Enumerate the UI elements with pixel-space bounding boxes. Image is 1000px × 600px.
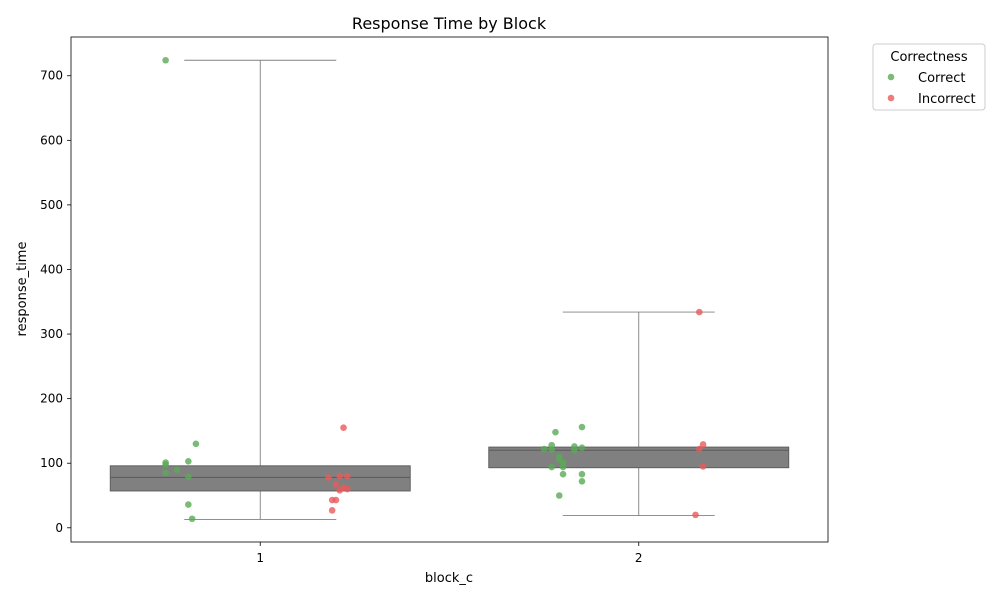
data-point-incorrect — [340, 424, 347, 431]
data-point-correct — [548, 441, 555, 449]
data-point-correct — [548, 446, 555, 453]
data-point-correct — [552, 428, 559, 436]
data-point-correct — [548, 463, 555, 471]
data-point-correct — [559, 459, 567, 466]
data-point-incorrect — [699, 463, 707, 470]
data-point-correct — [578, 470, 586, 478]
legend-marker-incorrect — [887, 94, 895, 102]
y-tick-label: 600 — [40, 133, 63, 147]
chart-title: Response Time by Block — [352, 14, 547, 33]
data-point-correct — [555, 492, 563, 499]
data-point-incorrect — [332, 481, 340, 488]
data-point-incorrect — [344, 472, 351, 480]
data-point-incorrect — [336, 487, 344, 494]
data-point-correct — [559, 470, 567, 478]
data-point-incorrect — [699, 441, 707, 448]
data-point-correct — [578, 477, 586, 485]
data-point-correct — [559, 463, 567, 471]
data-point-incorrect — [692, 511, 699, 519]
legend: Correctness Correct Incorrect — [872, 43, 986, 111]
data-point-incorrect — [328, 507, 336, 514]
data-point-correct — [162, 56, 169, 64]
data-point-incorrect — [696, 445, 703, 453]
data-point-incorrect — [344, 485, 351, 493]
box-iqr — [109, 465, 411, 492]
data-point-correct — [162, 469, 169, 477]
legend-marker-correct — [887, 73, 895, 81]
data-point-incorrect — [336, 472, 344, 480]
data-point-correct — [571, 446, 578, 454]
legend-label-correct: Correct — [918, 71, 965, 86]
y-axis-label: response_time — [15, 242, 30, 337]
data-point-correct — [578, 423, 586, 431]
legend-label-incorrect: Incorrect — [918, 92, 976, 107]
data-point-correct — [173, 466, 181, 473]
x-axis-label: block_c — [425, 571, 473, 586]
data-point-correct — [185, 473, 192, 481]
data-point-correct — [162, 461, 169, 468]
y-tick-label: 300 — [40, 327, 63, 341]
data-point-correct — [188, 515, 196, 523]
data-point-correct — [540, 445, 548, 453]
y-tick-label: 100 — [40, 456, 63, 470]
y-tick-label: 200 — [40, 392, 63, 406]
data-point-correct — [185, 457, 192, 465]
data-point-correct — [185, 501, 192, 508]
data-point-incorrect — [332, 496, 340, 504]
data-point-correct — [192, 440, 200, 448]
legend-title: Correctness — [890, 50, 967, 65]
data-point-incorrect — [325, 474, 332, 481]
data-point-correct — [578, 444, 586, 452]
y-tick-label: 500 — [40, 198, 63, 212]
plot-area — [109, 56, 790, 523]
x-tick-label: 1 — [256, 551, 264, 565]
legend-frame — [872, 43, 986, 111]
y-tick-label: 0 — [55, 521, 63, 535]
y-tick-label: 400 — [40, 262, 63, 276]
y-axis: 0 100 200 300 400 500 600 700 — [40, 69, 71, 535]
x-tick-label: 2 — [635, 551, 643, 565]
plot-frame — [70, 36, 829, 543]
y-tick-label: 700 — [40, 69, 63, 83]
data-point-incorrect — [696, 308, 703, 316]
